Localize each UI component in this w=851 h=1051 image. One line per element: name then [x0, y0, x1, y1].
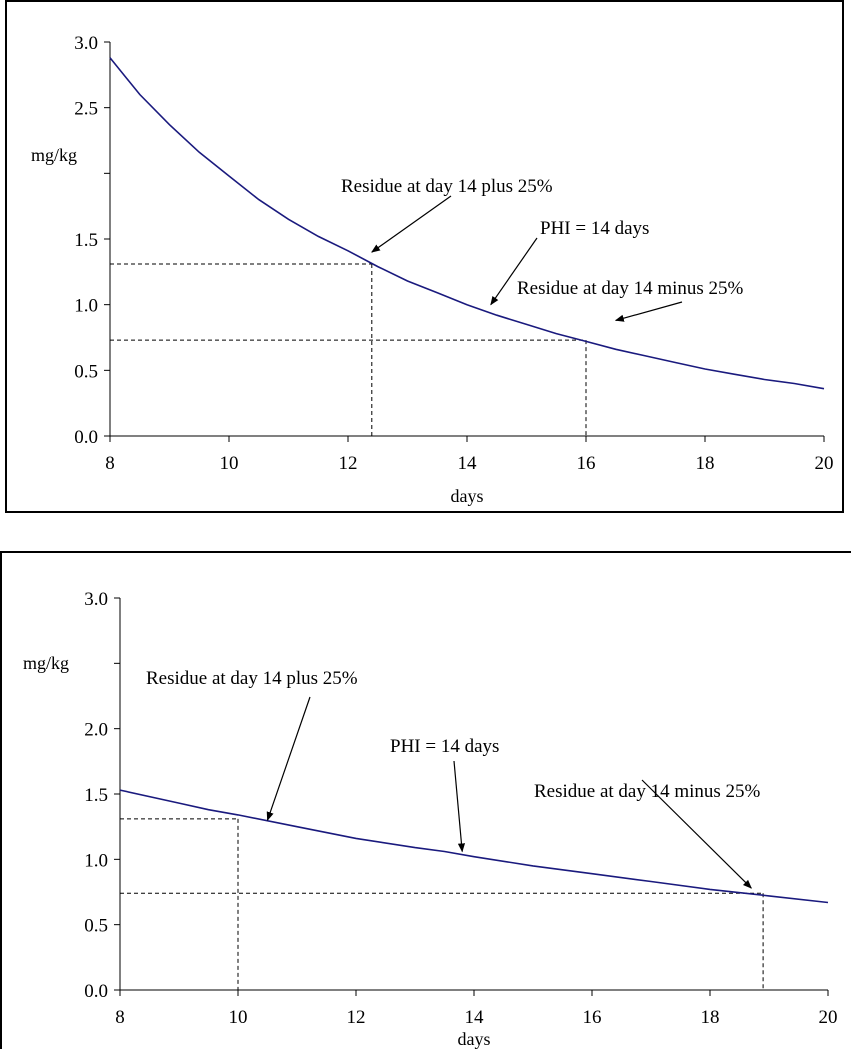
bottom-annotation-arrow-1 [266, 696, 311, 821]
top-x-axis-title: days [451, 486, 484, 506]
bottom-x-tick-label: 16 [583, 1007, 602, 1028]
top-annotation-arrow-3 [614, 301, 683, 322]
bottom-residue-decline-line [119, 789, 829, 904]
top-residue-decline-line [109, 57, 825, 390]
top-y-tick-label: 0.5 [74, 361, 98, 382]
top-annotation-1: Residue at day 14 plus 25% [341, 176, 553, 197]
bottom-x-axis-title: days [458, 1029, 491, 1049]
bottom-y-tick-label: 2.0 [84, 720, 108, 741]
top-annotation-2: PHI = 14 days [540, 218, 649, 239]
top-x-tick-label: 8 [105, 453, 115, 474]
top-annotation-arrow-2 [490, 237, 538, 306]
bottom-x-tick-label: 14 [465, 1007, 485, 1028]
chart-panel-bottom: 0.0 0.5 1.0 1.5 2.0 3.0 8 10 12 14 16 18 20 mg/kg days… [0, 551, 851, 1049]
bottom-y-axis-title: mg/kg [23, 653, 69, 673]
bottom-annotation-arrow-2 [453, 760, 466, 853]
top-y-tick-label: 2.5 [74, 99, 98, 120]
top-y-tick-label: 1.5 [74, 230, 98, 251]
top-x-tick-label: 18 [696, 453, 715, 474]
bottom-x-tick-label: 8 [115, 1007, 125, 1028]
bottom-y-tick-label: 0.5 [84, 916, 108, 937]
top-x-tick-label: 14 [458, 453, 478, 474]
bottom-annotation-arrow-3 [641, 779, 752, 889]
top-annotation-arrow-1 [371, 195, 452, 253]
top-annotation-3: Residue at day 14 minus 25% [517, 278, 744, 299]
top-x-tick-label: 20 [815, 453, 834, 474]
bottom-annotation-3: Residue at day 14 minus 25% [534, 781, 761, 802]
top-y-tick-label: 0.0 [74, 427, 98, 448]
chart-panel-top: 0.0 0.5 1.0 1.5 2.5 3.0 8 10 12 14 16 18 20 mg/kg days… [5, 0, 844, 513]
bottom-y-tick-label: 1.0 [84, 850, 108, 871]
bottom-y-tick-label: 3.0 [84, 589, 108, 610]
bottom-x-tick-label: 12 [347, 1007, 366, 1028]
bottom-annotation-2: PHI = 14 days [390, 736, 499, 757]
bottom-x-tick-label: 18 [701, 1007, 720, 1028]
bottom-y-tick-label: 0.0 [84, 981, 108, 1002]
top-y-tick-label: 3.0 [74, 33, 98, 54]
bottom-annotation-1: Residue at day 14 plus 25% [146, 668, 358, 689]
top-x-tick-label: 10 [220, 453, 239, 474]
chart-top-svg: 0.0 0.5 1.0 1.5 2.5 3.0 8 10 12 14 16 18 20 mg/kg days… [31, 33, 834, 506]
bottom-x-tick-label: 10 [229, 1007, 248, 1028]
top-y-tick-label: 1.0 [74, 296, 98, 317]
chart-bottom-svg: 0.0 0.5 1.0 1.5 2.0 3.0 8 10 12 14 16 18 20 mg/kg days… [23, 589, 838, 1049]
top-x-tick-label: 16 [577, 453, 596, 474]
top-y-axis-title: mg/kg [31, 145, 77, 165]
bottom-x-tick-label: 20 [819, 1007, 838, 1028]
bottom-y-tick-label: 1.5 [84, 785, 108, 806]
top-x-tick-label: 12 [339, 453, 358, 474]
